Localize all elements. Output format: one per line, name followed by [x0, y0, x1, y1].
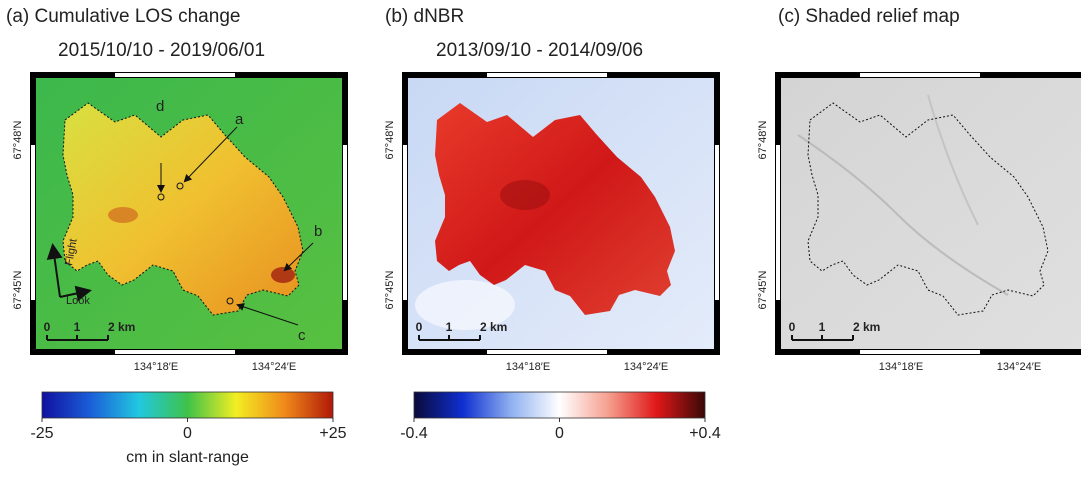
- lon-label: 134°24′E: [624, 361, 668, 373]
- lat-label: 67°45′N: [384, 271, 396, 310]
- lat-label: 67°48′N: [384, 121, 396, 160]
- lat-label: 67°45′N: [757, 271, 769, 310]
- lat-label: 67°48′N: [757, 121, 769, 160]
- scale-label: 0: [44, 320, 51, 334]
- lon-label: 134°24′E: [252, 361, 296, 373]
- lon-label: 134°18′E: [879, 361, 923, 373]
- colorbar-label: cm in slant-range: [126, 449, 249, 466]
- lon-label: 134°18′E: [134, 361, 178, 373]
- lon-label: 134°24′E: [997, 361, 1041, 373]
- arrow-label: Look: [66, 295, 90, 307]
- arrow-label: Flight: [63, 238, 79, 267]
- lat-label: 67°45′N: [12, 271, 24, 310]
- scale-label: 1: [74, 320, 81, 334]
- panel-title: (a) Cumulative LOS change: [6, 6, 240, 27]
- map-b: [402, 72, 720, 355]
- colorbar-tick-label: +0.4: [689, 425, 721, 442]
- colorbar: [41, 391, 334, 419]
- colorbar-tick-label: -0.4: [400, 425, 428, 442]
- scale-label: 2 km: [853, 320, 880, 334]
- annotation: c: [298, 327, 306, 344]
- scale-label: 0: [789, 320, 796, 334]
- panel-subtitle: 2015/10/10 - 2019/06/01: [58, 40, 265, 61]
- map-a: [30, 72, 348, 355]
- map-c: [775, 72, 1081, 355]
- scale-label: 2 km: [108, 320, 135, 334]
- colorbar-tick-label: +25: [319, 425, 346, 442]
- colorbar-tick-label: 0: [183, 425, 192, 442]
- scale-label: 1: [446, 320, 453, 334]
- annotation: d: [156, 98, 164, 115]
- lon-label: 134°18′E: [506, 361, 550, 373]
- scale-label: 2 km: [480, 320, 507, 334]
- panel-subtitle: 2013/09/10 - 2014/09/06: [436, 40, 643, 61]
- annotation: a: [235, 111, 244, 128]
- colorbar-tick-label: 0: [555, 425, 564, 442]
- scale-label: 0: [416, 320, 423, 334]
- panel-title: (b) dNBR: [385, 6, 464, 27]
- colorbar-tick-label: -25: [30, 425, 53, 442]
- colorbar: [413, 391, 706, 419]
- panel-title: (c) Shaded relief map: [778, 6, 960, 27]
- lat-label: 67°48′N: [12, 121, 24, 160]
- scale-label: 1: [819, 320, 826, 334]
- annotation: b: [314, 223, 322, 240]
